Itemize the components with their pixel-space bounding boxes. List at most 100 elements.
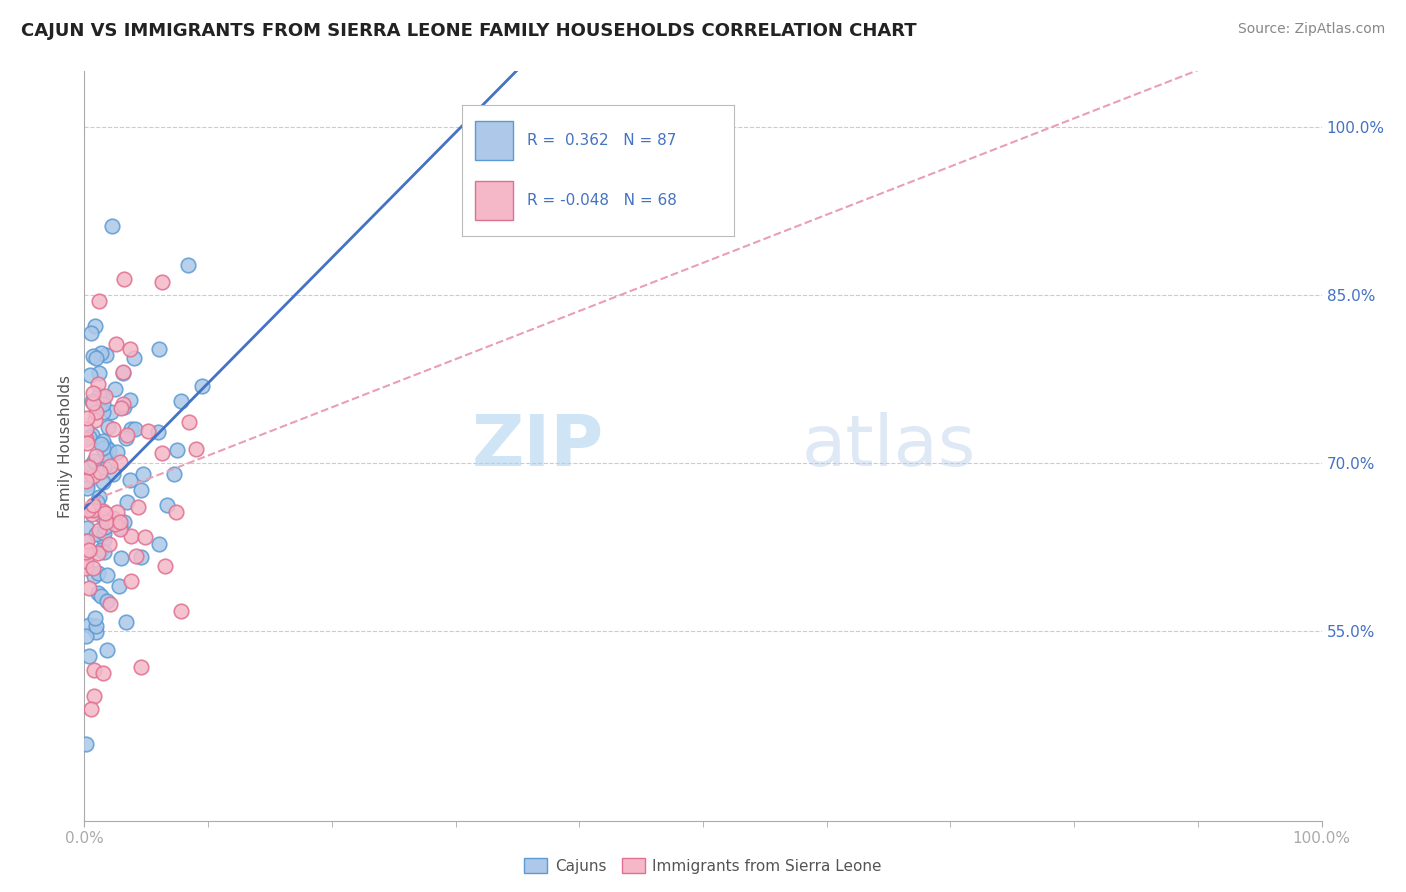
Point bbox=[177, 258, 200, 272]
Point bbox=[82, 385, 104, 400]
Point bbox=[115, 428, 138, 442]
Point bbox=[107, 445, 129, 459]
Point bbox=[112, 515, 135, 529]
Point bbox=[75, 474, 97, 488]
Point bbox=[132, 467, 155, 481]
Text: atlas: atlas bbox=[801, 411, 976, 481]
Point bbox=[87, 490, 110, 504]
Point bbox=[108, 522, 131, 536]
Point bbox=[96, 513, 118, 527]
Point bbox=[94, 440, 117, 454]
Point bbox=[94, 519, 117, 533]
Point bbox=[75, 432, 97, 446]
Point bbox=[104, 382, 127, 396]
Point bbox=[83, 569, 105, 583]
Point bbox=[76, 521, 98, 535]
Point bbox=[82, 393, 104, 408]
Point bbox=[115, 431, 138, 445]
Point bbox=[93, 459, 115, 474]
Point bbox=[105, 337, 128, 351]
Point bbox=[76, 558, 98, 573]
Point bbox=[83, 454, 105, 468]
Point bbox=[96, 568, 118, 582]
Point bbox=[86, 546, 108, 560]
Point bbox=[82, 469, 104, 483]
Point bbox=[75, 422, 97, 436]
Point bbox=[122, 351, 145, 365]
Point bbox=[118, 473, 141, 487]
Point bbox=[100, 405, 122, 419]
Point bbox=[90, 508, 112, 523]
Point bbox=[77, 581, 100, 595]
Point bbox=[110, 401, 132, 416]
Point bbox=[77, 618, 100, 632]
Point bbox=[101, 219, 124, 233]
Point bbox=[150, 446, 173, 460]
Point bbox=[90, 589, 112, 603]
Point bbox=[117, 495, 139, 509]
Point bbox=[79, 326, 101, 340]
Point bbox=[100, 459, 122, 474]
Point bbox=[104, 516, 127, 531]
Point bbox=[96, 515, 118, 529]
Point bbox=[87, 294, 110, 309]
Point bbox=[75, 737, 97, 751]
Point bbox=[111, 365, 134, 379]
Point bbox=[89, 388, 111, 402]
Point bbox=[111, 366, 134, 380]
Point bbox=[77, 430, 100, 444]
Point bbox=[93, 533, 115, 548]
Point bbox=[91, 434, 114, 448]
Point bbox=[94, 348, 117, 362]
Point bbox=[112, 272, 135, 286]
Point bbox=[125, 549, 148, 564]
Point bbox=[83, 318, 105, 333]
Point bbox=[107, 505, 129, 519]
Point bbox=[77, 460, 100, 475]
Point bbox=[80, 702, 103, 716]
Point bbox=[82, 396, 104, 410]
Point bbox=[84, 611, 107, 625]
Point bbox=[169, 393, 191, 408]
Point bbox=[91, 504, 114, 518]
Point bbox=[120, 574, 142, 589]
Point bbox=[98, 598, 121, 612]
Text: ZIP: ZIP bbox=[472, 411, 605, 481]
Point bbox=[120, 393, 142, 408]
Point bbox=[94, 506, 117, 520]
Point bbox=[82, 503, 104, 517]
Point bbox=[129, 483, 152, 497]
Point bbox=[82, 499, 104, 513]
Point bbox=[110, 550, 132, 565]
Point bbox=[148, 342, 170, 356]
Point bbox=[89, 465, 111, 479]
Point bbox=[101, 422, 124, 436]
Point bbox=[90, 346, 112, 360]
Point bbox=[131, 550, 153, 565]
Point bbox=[107, 579, 129, 593]
Point bbox=[120, 342, 142, 356]
Point bbox=[138, 424, 160, 438]
Point bbox=[148, 537, 170, 551]
Point bbox=[76, 534, 98, 549]
Text: CAJUN VS IMMIGRANTS FROM SIERRA LEONE FAMILY HOUSEHOLDS CORRELATION CHART: CAJUN VS IMMIGRANTS FROM SIERRA LEONE FA… bbox=[21, 22, 917, 40]
Point bbox=[80, 428, 103, 442]
Point bbox=[108, 516, 131, 530]
Point bbox=[97, 537, 120, 551]
Point bbox=[120, 422, 142, 436]
Point bbox=[191, 379, 214, 393]
Point bbox=[91, 666, 114, 681]
Y-axis label: Family Households: Family Households bbox=[58, 375, 73, 517]
Legend: Cajuns, Immigrants from Sierra Leone: Cajuns, Immigrants from Sierra Leone bbox=[519, 852, 887, 880]
Point bbox=[76, 482, 98, 496]
Point bbox=[75, 561, 97, 575]
Point bbox=[76, 477, 98, 491]
Point bbox=[108, 455, 131, 469]
Point bbox=[103, 511, 125, 525]
Point bbox=[93, 405, 115, 419]
Point bbox=[86, 494, 108, 508]
Point bbox=[112, 400, 135, 414]
Point bbox=[153, 559, 176, 574]
Point bbox=[93, 389, 115, 403]
Point bbox=[90, 543, 112, 558]
